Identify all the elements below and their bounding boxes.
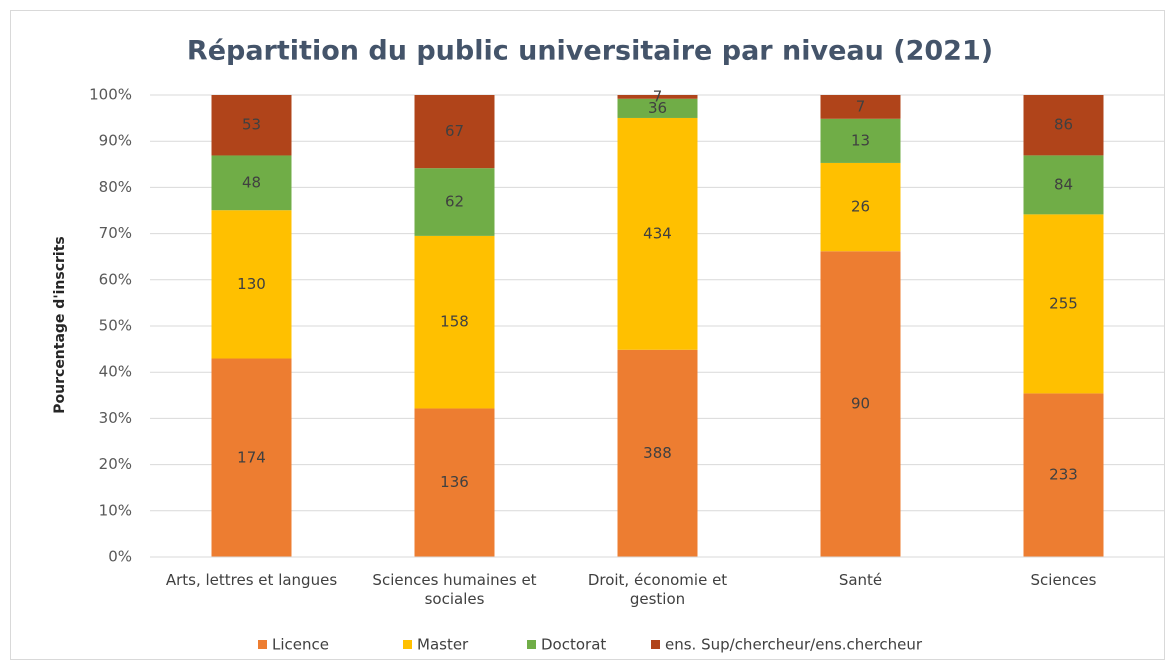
data-label: 174: [237, 448, 266, 466]
bar-segment: [414, 235, 495, 409]
legend-label: Doctorat: [541, 636, 606, 654]
data-label: 7: [653, 87, 663, 105]
legend-label: Master: [417, 636, 469, 654]
bar-segment: [211, 95, 292, 156]
chart-border: [10, 10, 1165, 660]
data-label: 130: [237, 275, 266, 293]
data-label: 48: [242, 173, 261, 191]
bar-segment: [617, 98, 698, 118]
bar-segment: [1023, 95, 1104, 156]
data-label: 84: [1054, 175, 1073, 193]
legend-label: ens. Sup/chercheur/ens.chercheur: [665, 636, 923, 654]
data-label: 36: [648, 99, 667, 117]
y-tick-label: 10%: [99, 501, 132, 519]
x-tick-label: Arts, lettres et langues: [165, 571, 338, 589]
data-label: 233: [1049, 466, 1078, 484]
bar-segment: [211, 155, 292, 211]
chart-title: Répartition du public universitaire par …: [187, 36, 993, 67]
legend-swatch: [258, 640, 267, 649]
x-tick-label: Droit, économie et gestion: [587, 571, 728, 608]
bar-segment: [211, 210, 292, 359]
y-tick-label: 40%: [99, 363, 132, 381]
y-tick-label: 50%: [99, 317, 132, 335]
data-label: 53: [242, 116, 261, 134]
legend-swatch: [651, 640, 660, 649]
bar-segment: [820, 118, 901, 163]
bar-segment: [617, 95, 698, 99]
data-label: 26: [851, 198, 870, 216]
y-tick-label: 90%: [99, 132, 132, 150]
x-tick-label: Sciences: [1030, 571, 1097, 589]
data-label: 67: [445, 122, 464, 140]
data-label: 255: [1049, 294, 1078, 312]
bar-segment: [820, 251, 901, 557]
data-label: 86: [1054, 116, 1073, 134]
y-tick-label: 70%: [99, 224, 132, 242]
x-tick-label: Sciences humaines et sociales: [372, 571, 537, 608]
y-tick-label: 80%: [99, 178, 132, 196]
bar-segment: [414, 168, 495, 236]
y-tick-label: 20%: [99, 455, 132, 473]
bar-segment: [1023, 214, 1104, 394]
bar-segment: [617, 349, 698, 557]
data-label: 90: [851, 395, 870, 413]
bar-segment: [414, 95, 495, 169]
y-tick-label: 0%: [108, 548, 132, 566]
y-tick-label: 60%: [99, 270, 132, 288]
data-label: 434: [643, 224, 672, 242]
data-label: 158: [440, 313, 469, 331]
data-label: 388: [643, 444, 672, 462]
data-label: 13: [851, 131, 870, 149]
x-tick-label: Santé: [838, 571, 883, 589]
data-label: 62: [445, 193, 464, 211]
y-tick-label: 100%: [89, 86, 132, 104]
bar-segment: [820, 95, 901, 119]
legend-swatch: [527, 640, 536, 649]
y-tick-label: 30%: [99, 409, 132, 427]
data-label: 7: [856, 97, 866, 115]
bar-segment: [820, 162, 901, 252]
bar-segment: [1023, 155, 1104, 215]
bar-segment: [211, 358, 292, 557]
legend-label: Licence: [272, 636, 329, 654]
data-label: 136: [440, 473, 469, 491]
bar-segment: [1023, 393, 1104, 557]
bar-segment: [414, 408, 495, 557]
y-axis-label: Pourcentage d'inscrits: [52, 236, 68, 413]
legend-swatch: [403, 640, 412, 649]
bar-segment: [617, 117, 698, 350]
